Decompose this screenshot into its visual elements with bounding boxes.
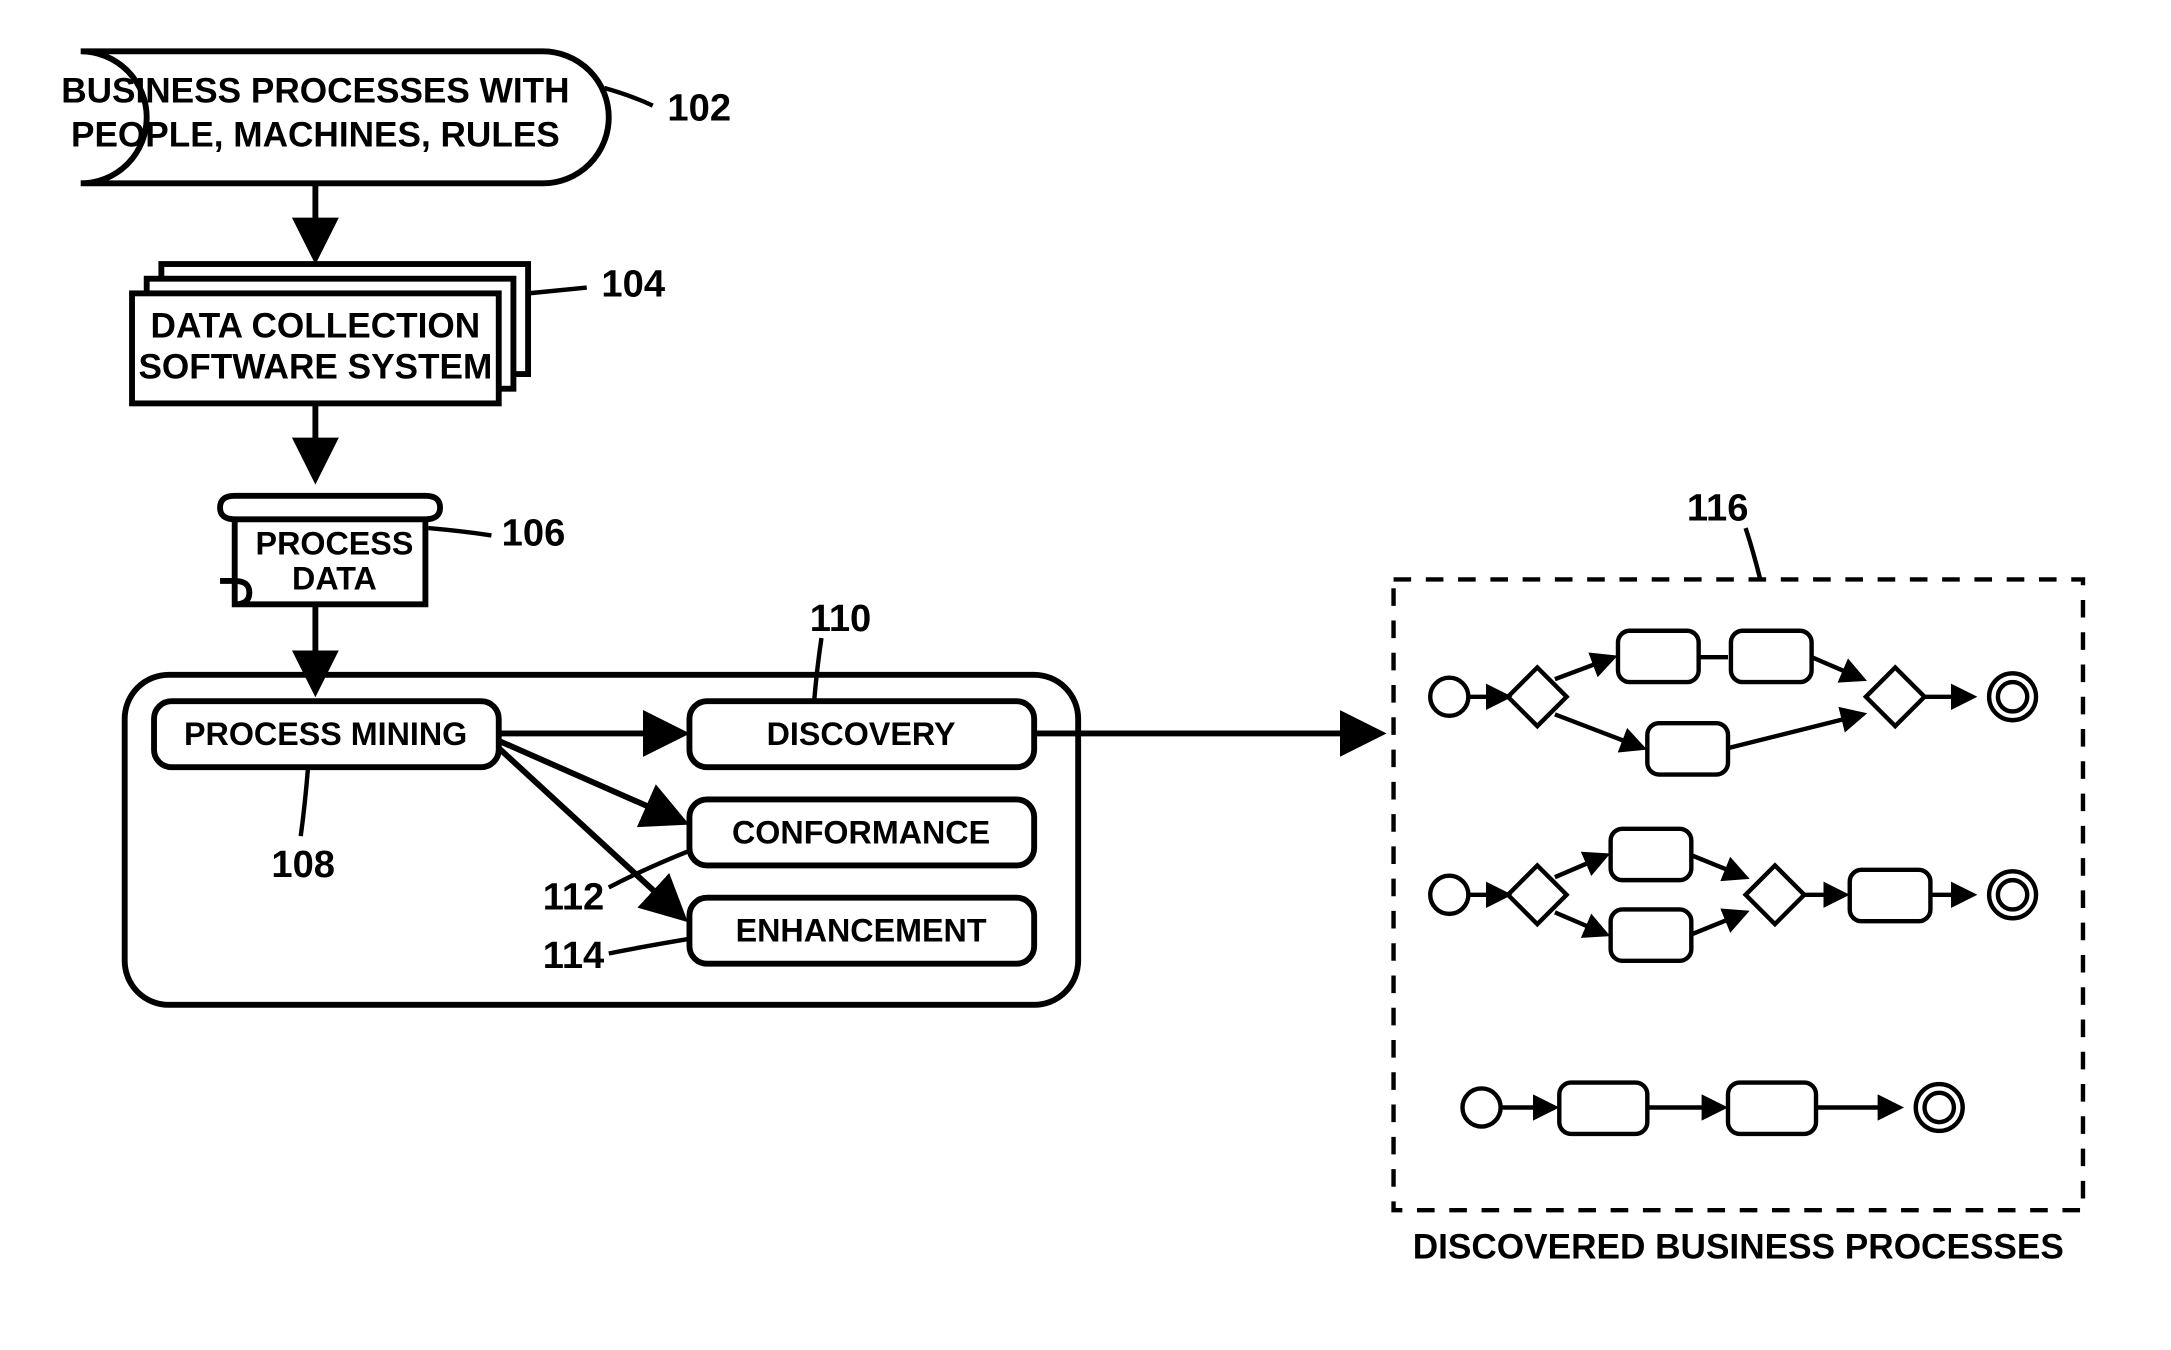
node-108-text: PROCESS MINING — [184, 716, 467, 752]
ref-106: 106 — [502, 512, 566, 555]
node-102-line2: PEOPLE, MACHINES, RULES — [71, 116, 560, 155]
mini-process-1 — [1430, 631, 2036, 775]
discovered-caption: DISCOVERED BUSINESS PROCESSES — [1413, 1228, 2064, 1267]
node-data-collection: DATA COLLECTION SOFTWARE SYSTEM — [132, 264, 528, 403]
ref-114: 114 — [543, 934, 605, 977]
ref-102: 102 — [667, 86, 731, 129]
node-104-line2: SOFTWARE SYSTEM — [138, 347, 492, 386]
process-mining-diagram: BUSINESS PROCESSES WITH PEOPLE, MACHINES… — [0, 0, 2171, 1350]
node-business-processes: BUSINESS PROCESSES WITH PEOPLE, MACHINES… — [61, 51, 609, 183]
node-enhancement: ENHANCEMENT — [689, 898, 1034, 964]
mini-process-3 — [1462, 1083, 1962, 1134]
node-process-mining: PROCESS MINING — [154, 701, 499, 767]
node-discovery: DISCOVERY — [689, 701, 1034, 767]
node-conformance: CONFORMANCE — [689, 799, 1034, 865]
ref-110: 110 — [810, 597, 872, 640]
ref-108: 108 — [271, 843, 335, 886]
node-112-text: CONFORMANCE — [732, 814, 990, 850]
ref-112: 112 — [543, 875, 605, 918]
mini-process-2 — [1430, 829, 2036, 961]
node-104-line1: DATA COLLECTION — [151, 306, 481, 345]
ref-116: 116 — [1687, 487, 1749, 530]
ref-104: 104 — [601, 262, 665, 305]
node-102-line1: BUSINESS PROCESSES WITH — [61, 72, 569, 111]
node-106-line1: PROCESS — [256, 525, 414, 561]
node-110-text: DISCOVERY — [767, 716, 956, 752]
node-106-line2: DATA — [292, 561, 377, 597]
node-114-text: ENHANCEMENT — [736, 913, 987, 949]
node-process-data: PROCESS DATA — [220, 496, 440, 605]
